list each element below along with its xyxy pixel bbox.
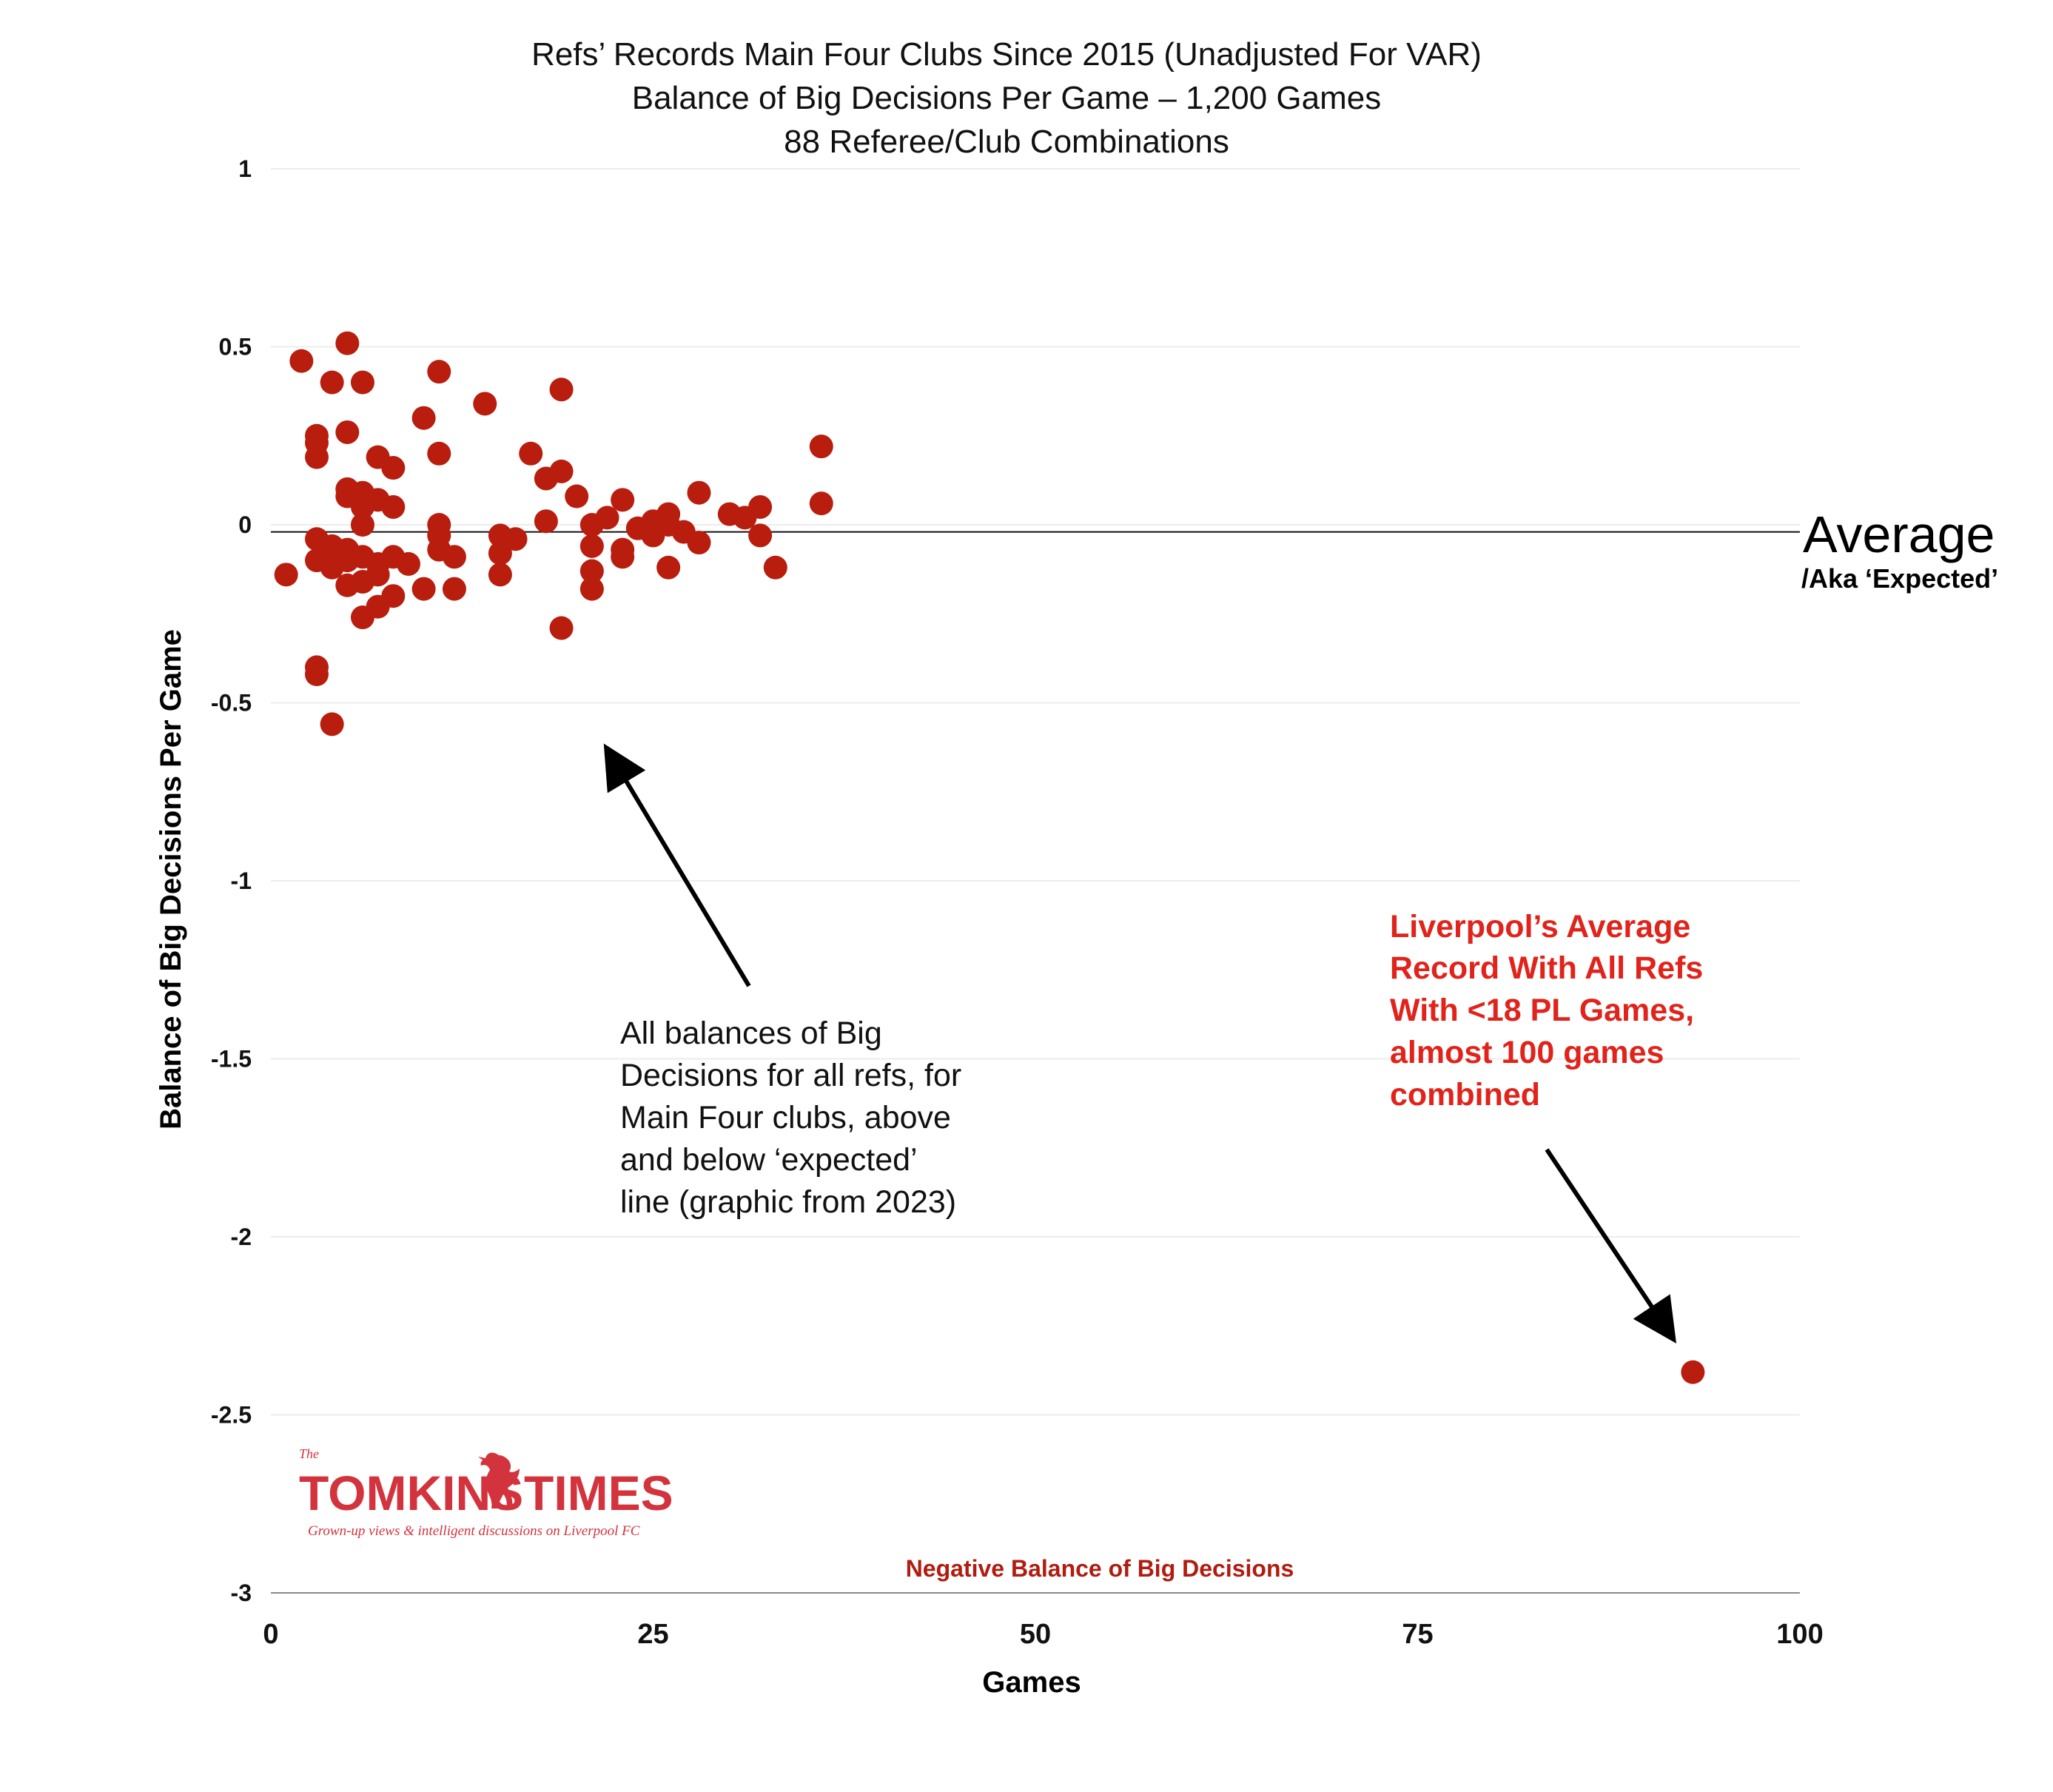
data-point (1681, 1360, 1705, 1384)
data-point (519, 441, 543, 466)
data-point (611, 545, 635, 569)
annotation-liverpool-line-2: Record With All Refs (1390, 950, 1703, 986)
data-point (549, 616, 574, 640)
data-point (595, 506, 619, 530)
data-point (442, 577, 466, 601)
gridlines (271, 168, 1800, 1594)
annotation-arrow-liverpool (1545, 1148, 1676, 1343)
data-point (350, 370, 374, 395)
data-point (411, 577, 436, 601)
data-point (748, 523, 773, 548)
data-points (274, 331, 1705, 1384)
x-tick-label: 25 (637, 1619, 668, 1650)
data-point (579, 534, 604, 558)
data-point (320, 712, 344, 736)
data-point (304, 445, 329, 469)
annotation-liverpool: Liverpool’s Average Record With All Refs… (1390, 909, 1703, 1343)
logo-word-tomkins: TOMKINS (299, 1466, 523, 1520)
y-tick-label: -1 (231, 868, 252, 894)
data-point (656, 555, 681, 580)
data-point (809, 491, 833, 516)
chart-subtitle-1: Balance of Big Decisions Per Game – 1,20… (632, 80, 1382, 116)
data-point (579, 577, 604, 601)
data-point (687, 531, 711, 555)
data-point (381, 456, 406, 480)
data-point (381, 584, 406, 608)
logo-the: The (299, 1446, 319, 1461)
x-tick-labels: 0 25 50 75 100 (263, 1619, 1823, 1650)
y-tick-label: 0 (238, 511, 252, 538)
annotation-arrow-all-refs (603, 743, 751, 987)
y-tick-labels: 1 0.5 0 -0.5 -1 -1.5 -2 -2.5 -3 (211, 155, 252, 1606)
data-point (611, 488, 635, 512)
data-point (396, 551, 420, 576)
average-label: Average (1803, 506, 1995, 563)
data-point (503, 527, 528, 551)
data-point (274, 563, 298, 587)
logo-tagline: Grown-up views & intelligent discussions… (308, 1523, 640, 1539)
liverbird-icon (478, 1452, 520, 1509)
data-point (473, 392, 497, 416)
data-point (411, 406, 436, 430)
data-point (289, 349, 314, 373)
annotation-all-refs-line-1: All balances of Big (620, 1016, 882, 1051)
x-tick-label: 100 (1776, 1619, 1823, 1650)
annotation-liverpool-line-5: combined (1390, 1077, 1540, 1113)
data-point (565, 484, 589, 509)
data-point (488, 541, 512, 566)
average-sublabel: /Aka ‘Expected’ (1801, 563, 1998, 594)
annotation-all-refs-line-3: Main Four clubs, above (620, 1100, 951, 1135)
tomkins-times-logo: The TOMKINS TIMES Grown-up views & intel… (299, 1446, 673, 1539)
annotation-liverpool-line-4: almost 100 games (1390, 1035, 1664, 1070)
y-tick-label: 0.5 (219, 334, 252, 360)
y-tick-label: 1 (238, 155, 252, 182)
data-point (335, 331, 360, 355)
y-tick-label: -2.5 (211, 1402, 252, 1429)
annotation-all-refs: All balances of Big Decisions for all re… (603, 743, 961, 1220)
annotation-all-refs-line-4: and below ‘expected’ (620, 1142, 918, 1178)
x-tick-label: 0 (263, 1619, 278, 1650)
data-point (549, 459, 574, 483)
y-tick-label: -3 (231, 1580, 252, 1606)
data-point (549, 377, 574, 402)
data-point (366, 563, 390, 587)
x-tick-label: 75 (1402, 1619, 1433, 1650)
y-tick-label: -2 (231, 1224, 252, 1250)
data-point (488, 563, 512, 587)
data-point (534, 509, 558, 534)
data-point (748, 494, 773, 519)
logo-word-times: TIMES (524, 1466, 673, 1520)
y-axis-title: Balance of Big Decisions Per Game (155, 629, 187, 1130)
data-point (335, 420, 360, 444)
data-point (687, 480, 711, 505)
annotation-liverpool-line-1: Liverpool’s Average (1390, 909, 1690, 944)
negative-balance-note: Negative Balance of Big Decisions (906, 1555, 1294, 1582)
annotation-all-refs-line-5: line (graphic from 2023) (620, 1184, 956, 1220)
annotation-liverpool-line-3: With <18 PL Games, (1390, 993, 1694, 1028)
y-tick-label: -0.5 (211, 690, 252, 717)
data-point (809, 434, 833, 459)
x-axis-title: Games (982, 1666, 1081, 1699)
x-tick-label: 50 (1020, 1619, 1051, 1650)
data-point (320, 370, 344, 395)
data-point (350, 513, 374, 537)
data-point (579, 559, 604, 583)
annotation-all-refs-line-2: Decisions for all refs, for (620, 1058, 961, 1093)
data-point (381, 494, 406, 519)
data-point (427, 360, 451, 384)
data-point (442, 545, 466, 569)
y-tick-label: -1.5 (211, 1046, 252, 1073)
chart-title: Refs’ Records Main Four Clubs Since 2015… (531, 36, 1482, 73)
chart-subtitle-2: 88 Referee/Club Combinations (784, 124, 1229, 160)
data-point (427, 441, 451, 466)
data-point (304, 662, 329, 687)
data-point (763, 555, 787, 580)
